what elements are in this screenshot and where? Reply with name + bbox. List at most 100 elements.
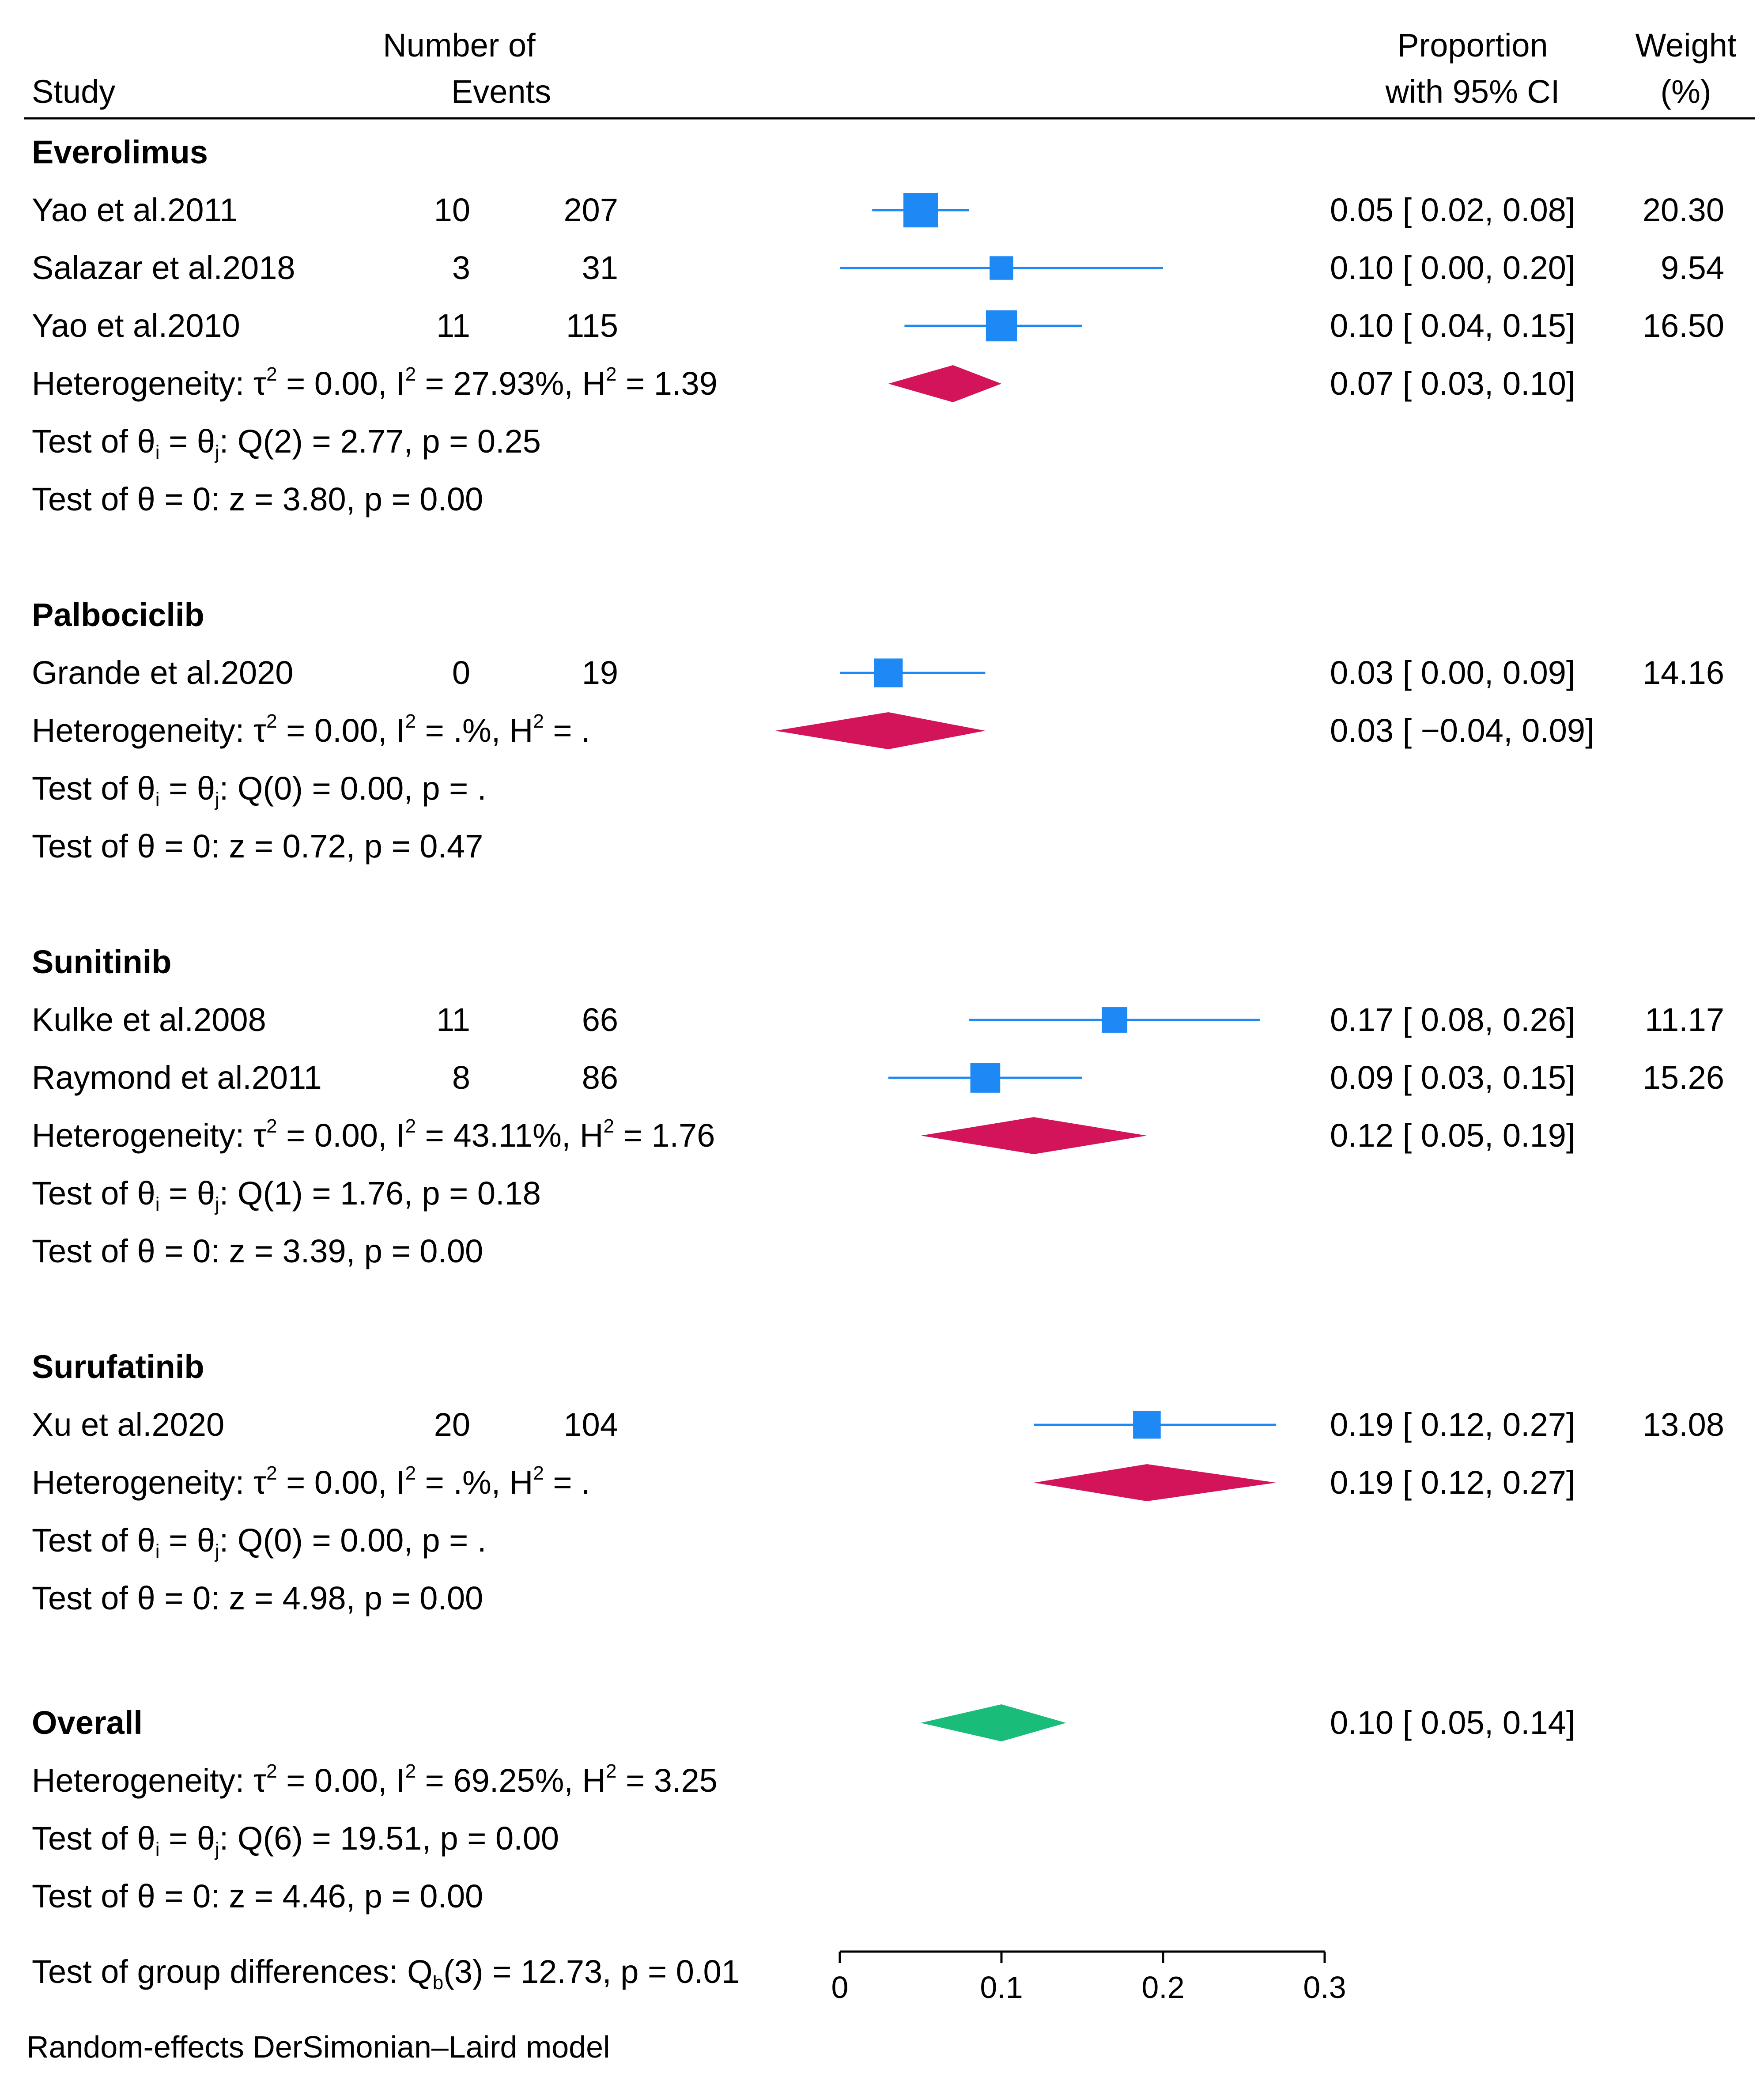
- q-rest: : Q(6) = 19.51, p = 0.00: [219, 1820, 559, 1857]
- study-events: 20: [434, 1406, 470, 1443]
- forest-rows: Everolimus Yao et al.2011 10 207 0.05 [ 0.02…: [32, 134, 1724, 1994]
- x-axis-tick-label: 0.1: [980, 1970, 1023, 2005]
- study-ci-text: 0.10 [ 0.04, 0.15]: [1330, 307, 1575, 344]
- study-total: 31: [582, 249, 618, 286]
- q-sub: j: [214, 442, 219, 463]
- study-label: Yao et al.2010: [32, 307, 240, 344]
- header-proportion-line1: Proportion: [1397, 27, 1548, 64]
- study-events: 0: [452, 654, 470, 691]
- subgroup-diamond: [921, 1117, 1147, 1154]
- subgroup-ci-text: 0.07 [ 0.03, 0.10]: [1330, 365, 1575, 402]
- q-rest: : Q(0) = 0.00, p = .: [219, 770, 487, 807]
- het-sup: 2: [405, 710, 416, 732]
- study-marker: [990, 256, 1013, 280]
- study-events: 8: [452, 1059, 470, 1096]
- q-prefix: Test of θ: [32, 1820, 155, 1857]
- study-marker: [970, 1063, 1001, 1093]
- study-total: 19: [582, 654, 618, 691]
- q-sub: j: [214, 789, 219, 810]
- het-sup: 2: [405, 363, 416, 385]
- q-mid: = θ: [160, 770, 215, 807]
- het-sup: 2: [405, 1760, 416, 1782]
- study-ci-text: 0.19 [ 0.12, 0.27]: [1330, 1406, 1575, 1443]
- overall-z-test-text: Test of θ = 0: z = 4.46, p = 0.00: [32, 1878, 483, 1914]
- het-h2-value: = 1.76: [614, 1117, 715, 1154]
- group-test-sub: b: [433, 1972, 443, 1994]
- x-axis: 0 0.1 0.2 0.3: [831, 1950, 1346, 2005]
- het-sup: 2: [606, 1760, 616, 1782]
- q-mid: = θ: [160, 1522, 215, 1559]
- q-test-text: Test of θi = θj: Q(1) = 1.76, p = 0.18: [32, 1175, 541, 1215]
- subgroup-diamond: [888, 365, 1001, 402]
- q-mid: = θ: [160, 1820, 215, 1857]
- group-header: Everolimus: [32, 134, 208, 170]
- subgroup-ci-text: 0.19 [ 0.12, 0.27]: [1330, 1464, 1575, 1501]
- het-sup: 2: [533, 710, 544, 732]
- study-events: 10: [434, 192, 470, 228]
- het-sup: 2: [606, 363, 616, 385]
- q-sub: i: [155, 1541, 160, 1562]
- study-marker: [1102, 1007, 1128, 1033]
- het-sup: 2: [266, 1462, 277, 1484]
- heterogeneity-text: Heterogeneity: τ2 = 0.00, I2 = .%, H2 = …: [32, 1462, 590, 1501]
- overall-diamond: [921, 1704, 1066, 1741]
- het-tau2-value: = 0.00, I: [277, 365, 405, 402]
- header-events-line2: Events: [451, 73, 551, 110]
- het-i2-value: = .%, H: [416, 1464, 533, 1501]
- study-ci-text: 0.05 [ 0.02, 0.08]: [1330, 192, 1575, 228]
- z-test-text: Test of θ = 0: z = 3.80, p = 0.00: [32, 481, 483, 517]
- q-prefix: Test of θ: [32, 770, 155, 807]
- header-block: Study Number of Events Proportion with 9…: [24, 27, 1755, 120]
- het-tau2-value: = 0.00, I: [277, 712, 405, 749]
- header-study: Study: [32, 73, 115, 110]
- het-h2-value: = 3.25: [616, 1762, 717, 1799]
- study-total: 115: [566, 307, 618, 344]
- het-sup: 2: [266, 363, 277, 385]
- heterogeneity-text: Heterogeneity: τ2 = 0.00, I2 = .%, H2 = …: [32, 710, 590, 749]
- q-mid: = θ: [160, 423, 215, 460]
- het-tau: Heterogeneity: τ: [32, 1117, 266, 1154]
- study-weight: 20.30: [1643, 192, 1724, 228]
- study-ci-text: 0.10 [ 0.00, 0.20]: [1330, 249, 1575, 286]
- q-sub: j: [214, 1839, 219, 1860]
- study-total: 207: [564, 192, 618, 228]
- q-test-text: Test of θi = θj: Q(0) = 0.00, p = .: [32, 770, 486, 810]
- q-test-text: Test of θi = θj: Q(2) = 2.77, p = 0.25: [32, 423, 541, 463]
- q-sub: j: [214, 1541, 219, 1562]
- het-sup: 2: [604, 1115, 614, 1137]
- study-ci-text: 0.09 [ 0.03, 0.15]: [1330, 1059, 1575, 1096]
- study-ci-text: 0.03 [ 0.00, 0.09]: [1330, 654, 1575, 691]
- het-sup: 2: [266, 1760, 277, 1782]
- het-i2-value: = .%, H: [416, 712, 533, 749]
- het-tau2-value: = 0.00, I: [277, 1464, 405, 1501]
- study-total: 66: [582, 1001, 618, 1038]
- q-rest: : Q(2) = 2.77, p = 0.25: [219, 423, 541, 460]
- het-h2-value: = .: [544, 1464, 590, 1501]
- subgroup-diamond: [775, 712, 986, 749]
- q-prefix: Test of θ: [32, 1175, 155, 1212]
- group-header: Palbociclib: [32, 597, 204, 633]
- study-ci-text: 0.17 [ 0.08, 0.26]: [1330, 1001, 1575, 1038]
- z-test-text: Test of θ = 0: z = 0.72, p = 0.47: [32, 828, 483, 865]
- q-sub: i: [155, 442, 160, 463]
- het-i2-value: = 43.11%, H: [416, 1117, 603, 1154]
- het-tau: Heterogeneity: τ: [32, 1464, 266, 1501]
- q-test-text: Test of θi = θj: Q(6) = 19.51, p = 0.00: [32, 1820, 559, 1860]
- header-weight-line1: Weight: [1636, 27, 1737, 64]
- q-test-text: Test of θi = θj: Q(0) = 0.00, p = .: [32, 1522, 486, 1562]
- het-sup: 2: [405, 1462, 416, 1484]
- het-i2-value: = 27.93%, H: [416, 365, 606, 402]
- z-test-text: Test of θ = 0: z = 4.98, p = 0.00: [32, 1580, 483, 1616]
- q-rest: : Q(1) = 1.76, p = 0.18: [219, 1175, 541, 1212]
- het-tau: Heterogeneity: τ: [32, 1762, 266, 1799]
- study-label: Xu et al.2020: [32, 1406, 224, 1443]
- group-test-rest: (3) = 12.73, p = 0.01: [443, 1953, 740, 1990]
- heterogeneity-text: Heterogeneity: τ2 = 0.00, I2 = 27.93%, H…: [32, 363, 718, 402]
- study-marker: [903, 193, 938, 227]
- het-sup: 2: [266, 1115, 277, 1137]
- x-axis-tick-label: 0: [831, 1970, 849, 2005]
- het-tau2-value: = 0.00, I: [277, 1117, 405, 1154]
- het-tau: Heterogeneity: τ: [32, 712, 266, 749]
- group-header: Sunitinib: [32, 944, 172, 980]
